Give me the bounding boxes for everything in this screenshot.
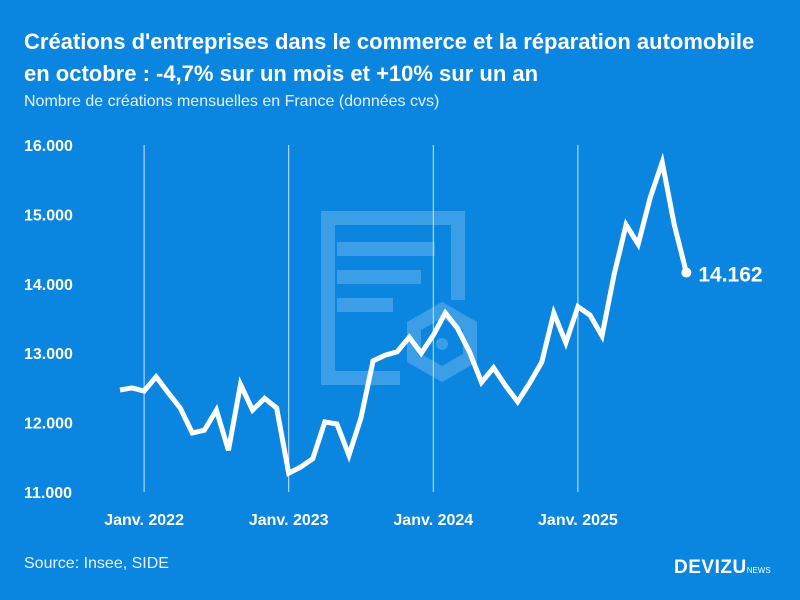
chart-subtitle: Nombre de créations mensuelles en France…	[24, 93, 440, 110]
gridlines	[143, 145, 579, 492]
x-tick-label: Janv. 2023	[249, 512, 329, 529]
chart-title: Créations d'entreprises dans le commerce…	[24, 29, 755, 86]
last-value-label: 14.162	[698, 264, 762, 287]
series: 14.162	[119, 152, 763, 478]
y-tick-label: 11.000	[24, 485, 72, 502]
logo: DEVIZUNEWS	[674, 557, 771, 579]
x-axis: Janv. 2022 Janv. 2023 Janv. 2024 Janv. 2025	[104, 512, 618, 529]
x-tick-label: Janv. 2025	[538, 512, 618, 529]
logo-main: DEVIZU	[674, 557, 747, 578]
watermark-icon	[321, 211, 477, 385]
y-axis: 11.000 12.000 13.000 14.000 15.000 16.000	[24, 138, 73, 502]
series-line	[119, 152, 689, 478]
logo-suffix: NEWS	[746, 566, 771, 575]
x-tick-label: Janv. 2022	[104, 512, 184, 529]
y-tick-label: 16.000	[24, 138, 73, 155]
y-tick-label: 15.000	[24, 207, 73, 224]
y-tick-label: 13.000	[24, 346, 73, 363]
y-tick-label: 12.000	[24, 416, 73, 433]
source-note: Source: Insee, SIDE	[24, 555, 169, 572]
y-tick-label: 14.000	[24, 277, 73, 294]
x-tick-label: Janv. 2024	[393, 512, 473, 529]
last-point-marker	[681, 267, 692, 278]
